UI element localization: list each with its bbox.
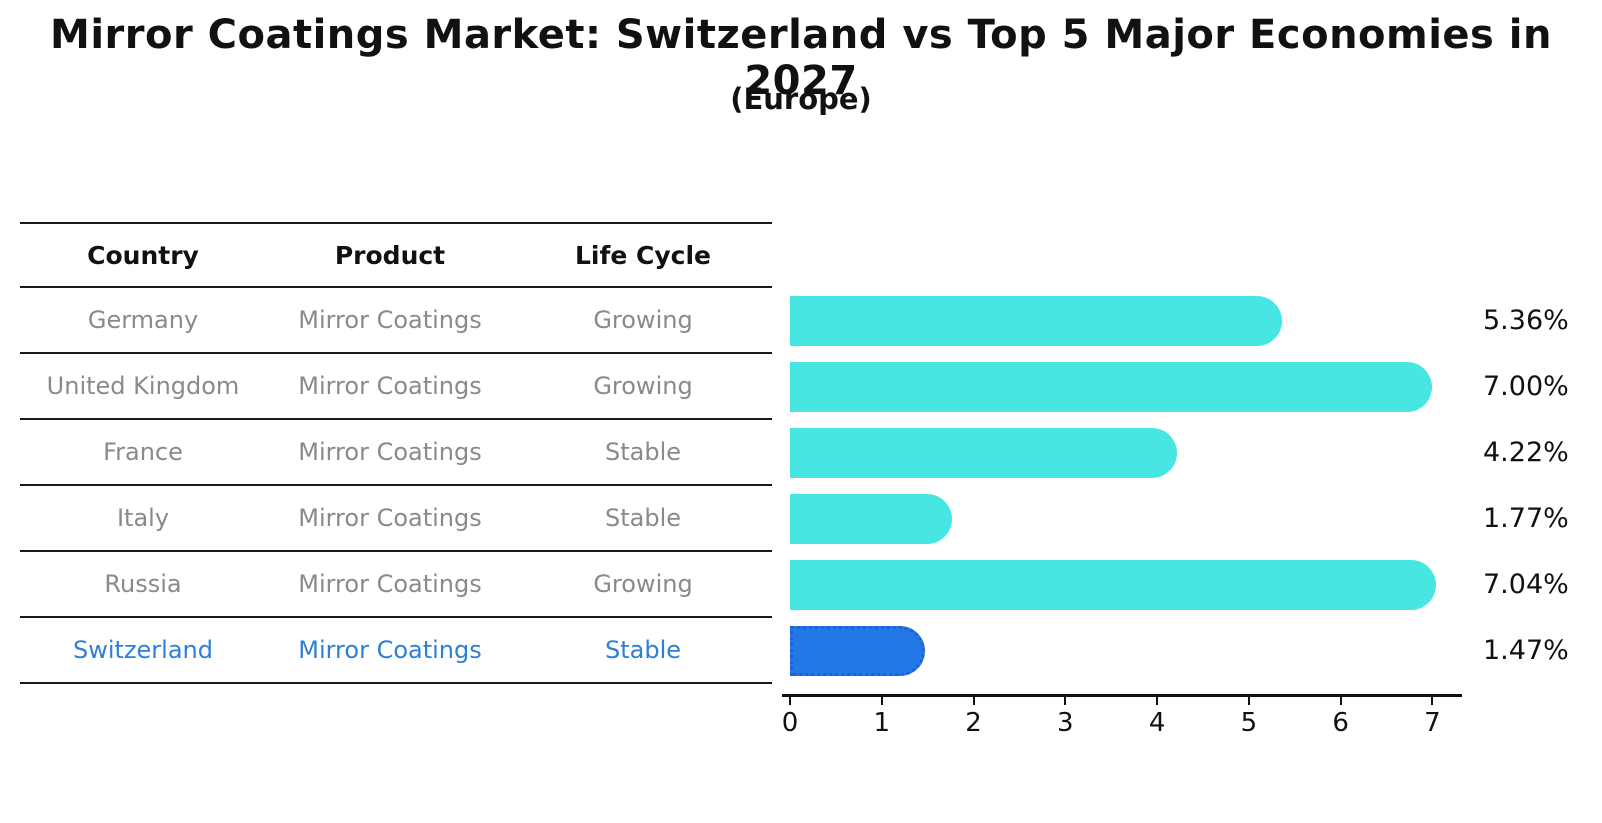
table-row-switzerland: Switzerland Mirror Coatings Stable (20, 618, 772, 684)
x-axis-tick (880, 694, 883, 705)
table-header-row: Country Product Life Cycle (20, 222, 772, 288)
x-axis-tick (1339, 694, 1342, 705)
bar-switzerland-highlighted (790, 626, 925, 676)
x-axis-tick (789, 694, 791, 705)
cell-country: Italy (116, 504, 170, 532)
header-country: Country (87, 240, 199, 270)
x-axis-tick-label: 3 (1057, 708, 1074, 738)
cell-life-cycle: Stable (604, 438, 682, 466)
x-axis-tick-label: 2 (965, 708, 982, 738)
value-label-united-kingdom: 7.00% (1483, 371, 1569, 402)
value-label-russia: 7.04% (1483, 569, 1569, 600)
cell-country: France (103, 438, 183, 466)
bar-value-labels: 5.36% 7.00% 4.22% 1.77% 7.04% 1.47% (1483, 288, 1598, 684)
bar-italy (790, 494, 953, 544)
bar-germany (790, 296, 1282, 346)
table-row-united-kingdom: United Kingdom Mirror Coatings Growing (20, 354, 772, 420)
bar-russia (790, 560, 1437, 610)
value-label-france: 4.22% (1483, 437, 1569, 468)
table-row-italy: Italy Mirror Coatings Stable (20, 486, 772, 552)
country-table: Country Product Life Cycle Germany Mirro… (20, 222, 772, 684)
bar-france (790, 428, 1178, 478)
chart-title: Mirror Coatings Market: Switzerland vs T… (50, 12, 1552, 104)
cell-product: Mirror Coatings (298, 372, 482, 400)
value-label-germany: 5.36% (1483, 305, 1569, 336)
x-axis-tick-label: 1 (873, 708, 891, 738)
bar-chart (790, 288, 1460, 684)
cell-life-cycle: Growing (593, 306, 693, 334)
cell-product: Mirror Coatings (298, 570, 482, 598)
value-label-italy: 1.77% (1483, 503, 1569, 534)
cell-country: Switzerland (73, 636, 213, 664)
chart-subtitle: (Europe) (730, 82, 872, 116)
bar-united-kingdom (790, 362, 1433, 412)
x-axis-tick-label: 5 (1240, 708, 1258, 738)
x-axis-tick (1431, 694, 1434, 705)
cell-product: Mirror Coatings (298, 636, 482, 664)
x-axis-tick (1156, 694, 1159, 705)
table-row-russia: Russia Mirror Coatings Growing (20, 552, 772, 618)
x-axis: 0 1 2 3 4 5 6 7 (782, 694, 1462, 754)
bar-row-italy (790, 486, 1460, 552)
x-axis-tick (1247, 694, 1250, 705)
x-axis-tick-label: 4 (1148, 708, 1166, 738)
x-axis-tick-label: 0 (781, 708, 799, 738)
bar-row-france (790, 420, 1460, 486)
cell-country: Germany (87, 306, 199, 334)
value-label-switzerland: 1.47% (1483, 635, 1569, 666)
x-axis-tick-label: 7 (1424, 708, 1441, 738)
cell-life-cycle: Stable (604, 636, 682, 664)
cell-country: United Kingdom (46, 372, 240, 400)
bar-row-united-kingdom (790, 354, 1460, 420)
cell-country: Russia (104, 570, 182, 598)
x-axis-tick-label: 6 (1332, 708, 1349, 738)
header-product: Product (334, 240, 446, 270)
table-row-germany: Germany Mirror Coatings Growing (20, 288, 772, 354)
bar-row-russia (790, 552, 1460, 618)
cell-product: Mirror Coatings (298, 438, 482, 466)
cell-product: Mirror Coatings (298, 306, 482, 334)
header-life-cycle: Life Cycle (574, 240, 712, 270)
table-row-france: France Mirror Coatings Stable (20, 420, 772, 486)
cell-life-cycle: Growing (593, 372, 693, 400)
bar-row-germany (790, 288, 1460, 354)
cell-product: Mirror Coatings (298, 504, 482, 532)
x-axis-tick (1064, 694, 1067, 705)
x-axis-tick (972, 694, 975, 705)
cell-life-cycle: Growing (593, 570, 693, 598)
bar-row-switzerland (790, 618, 1460, 684)
cell-life-cycle: Stable (604, 504, 682, 532)
x-axis-line (782, 694, 1462, 697)
